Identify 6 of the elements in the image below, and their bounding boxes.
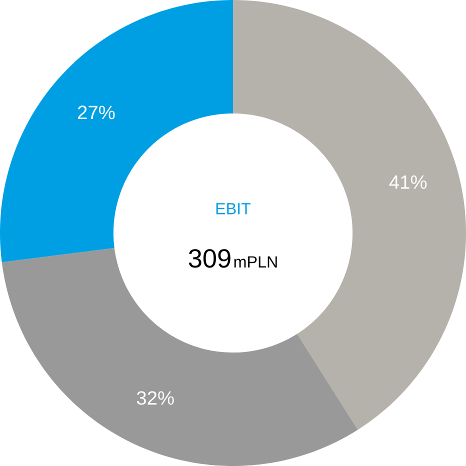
text: 309 xyxy=(188,249,230,268)
data-label: 27% xyxy=(78,106,115,120)
text: EBIT xyxy=(216,203,251,214)
text: mPLN xyxy=(234,256,277,268)
data-label: 41% xyxy=(389,175,427,189)
data-label: 32% xyxy=(136,391,174,405)
